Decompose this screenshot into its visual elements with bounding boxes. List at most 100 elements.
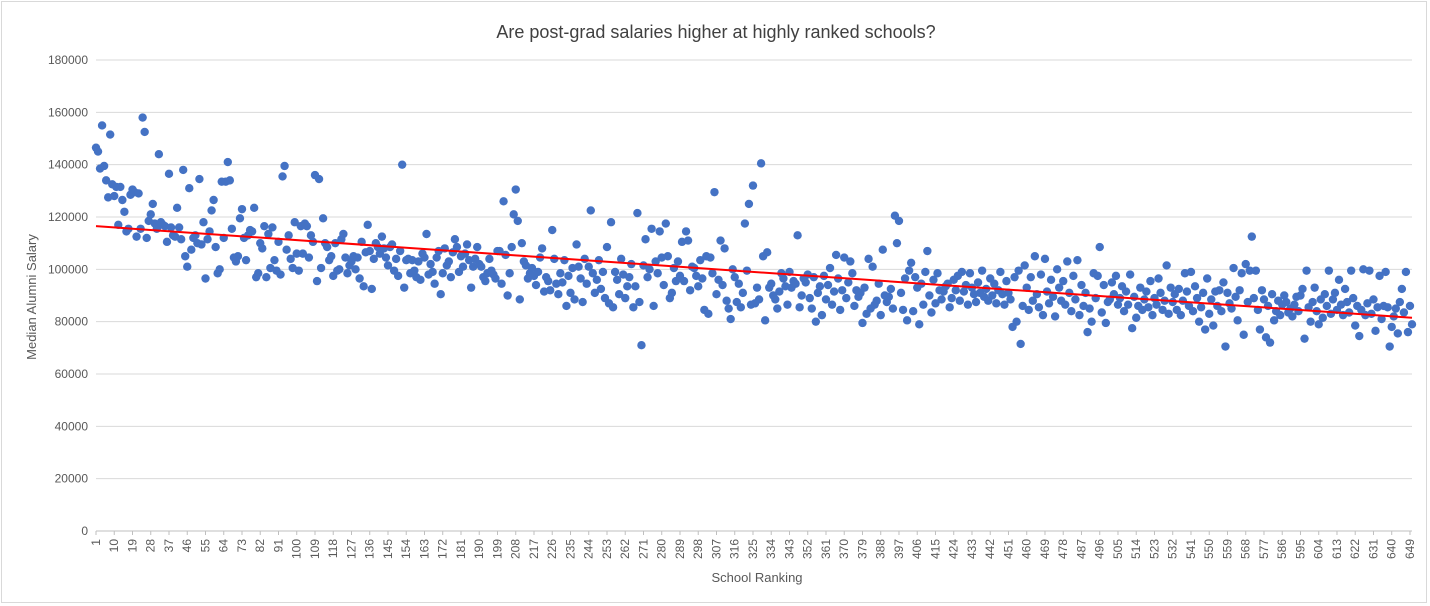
data-point [1302, 266, 1311, 275]
x-tick-label: 487 [1074, 539, 1088, 559]
data-point [105, 130, 115, 139]
data-point [884, 292, 894, 302]
data-point [872, 296, 881, 305]
data-point [878, 245, 887, 254]
data-point [365, 246, 374, 256]
data-point [1061, 300, 1070, 309]
data-point [264, 229, 273, 239]
data-point [450, 235, 460, 244]
x-tick-label: 190 [472, 539, 486, 559]
data-point [1209, 321, 1218, 330]
data-point [233, 252, 243, 261]
data-point [546, 286, 555, 295]
data-point [428, 267, 437, 277]
data-point [876, 310, 885, 320]
x-tick-label: 100 [290, 539, 304, 559]
gridlines [96, 59, 1412, 532]
x-tick-label: 28 [144, 539, 158, 553]
data-point [1044, 299, 1054, 308]
data-point [1221, 342, 1230, 351]
data-point [1346, 266, 1356, 275]
data-point [1119, 307, 1129, 316]
data-point [1298, 284, 1307, 294]
data-point [813, 288, 823, 298]
x-tick-label: 1 [89, 539, 103, 546]
x-tick-label: 226 [545, 539, 559, 559]
data-point [1241, 259, 1250, 269]
data-point [886, 284, 896, 294]
data-point [679, 276, 689, 286]
data-point [446, 272, 456, 282]
data-point [1397, 284, 1407, 294]
data-point [462, 240, 472, 249]
data-point [1205, 309, 1214, 319]
x-tick-label: 343 [782, 539, 796, 559]
data-point [933, 269, 942, 278]
data-point [807, 304, 816, 313]
data-point [1405, 301, 1415, 311]
data-point [1288, 312, 1297, 321]
data-point [748, 181, 758, 190]
data-point [1237, 269, 1246, 278]
data-point [477, 262, 486, 271]
x-tick-label: 568 [1239, 539, 1253, 559]
data-point [1188, 307, 1198, 316]
x-tick-label: 523 [1147, 539, 1161, 559]
data-point [612, 275, 622, 284]
data-point [1255, 325, 1265, 334]
data-point [140, 127, 149, 137]
data-point [181, 252, 190, 261]
x-tick-label: 91 [271, 539, 285, 553]
data-point [306, 231, 316, 240]
data-point [400, 283, 409, 292]
data-point [369, 254, 378, 264]
data-point [821, 295, 831, 304]
data-point [598, 267, 608, 277]
data-point [1077, 280, 1086, 290]
x-tick-label: 199 [490, 539, 504, 559]
data-point [590, 288, 600, 298]
data-point [1381, 267, 1390, 277]
data-point [322, 242, 332, 252]
data-point [201, 274, 210, 283]
data-point [1282, 297, 1291, 307]
data-point [318, 214, 328, 223]
data-point [1340, 284, 1350, 294]
data-point [284, 231, 293, 240]
data-point [1190, 282, 1200, 291]
y-tick-label: 0 [81, 524, 88, 538]
data-point [923, 246, 932, 256]
x-axis-title: School Ranking [711, 570, 802, 585]
data-point [268, 223, 277, 232]
chart-title: Are post-grad salaries higher at highly … [496, 22, 935, 42]
data-point [1219, 278, 1228, 287]
data-point [481, 276, 490, 286]
data-point [835, 305, 845, 315]
data-point [1363, 299, 1372, 308]
data-point [1383, 303, 1392, 312]
data-point [162, 237, 172, 247]
data-point [1251, 266, 1261, 275]
data-point [505, 269, 514, 278]
data-point [1215, 286, 1224, 295]
data-point [215, 265, 224, 274]
data-point [1107, 278, 1117, 287]
data-point [736, 303, 746, 312]
y-tick-label: 80000 [55, 315, 89, 329]
x-tick-label: 550 [1202, 539, 1216, 559]
data-point [647, 224, 656, 233]
data-point [592, 275, 602, 284]
trendline [95, 225, 1413, 319]
data-point [1142, 287, 1151, 296]
data-point [1166, 283, 1175, 292]
data-point [655, 227, 664, 236]
data-point [1235, 286, 1244, 295]
x-tick-label: 316 [728, 539, 742, 559]
data-point [410, 266, 419, 275]
data-point [919, 300, 928, 309]
data-point [706, 253, 715, 262]
data-point [1194, 317, 1204, 326]
data-point [773, 304, 782, 313]
data-point [1152, 300, 1161, 309]
trendline-layer [95, 225, 1413, 319]
